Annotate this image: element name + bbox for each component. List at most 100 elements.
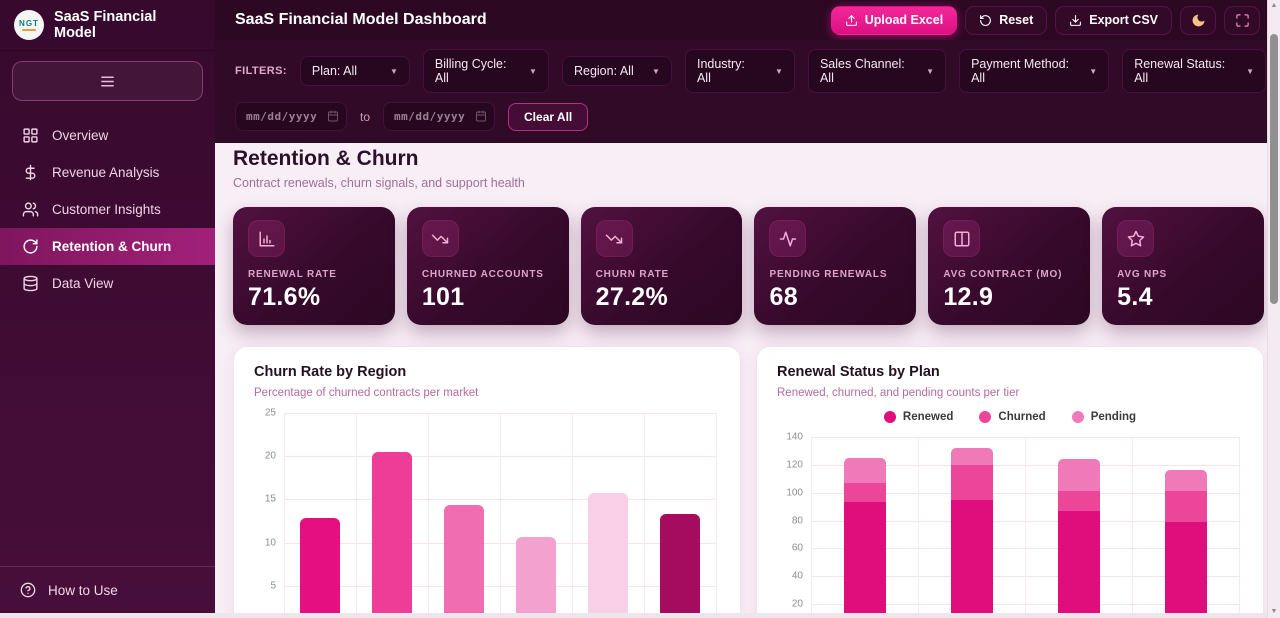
legend-item-renewed: Renewed <box>883 410 954 423</box>
export-csv-button[interactable]: Export CSV <box>1055 5 1172 35</box>
legend-dot <box>1071 410 1084 423</box>
theme-toggle-button[interactable] <box>1180 5 1216 35</box>
content: Retention & Churn Contract renewals, chu… <box>215 143 1280 618</box>
download-icon <box>1069 14 1082 27</box>
filter-renewal-status-dropdown[interactable]: Renewal Status: All ▼ <box>1122 49 1266 93</box>
bar-segment-renewed <box>843 502 886 618</box>
kpi-card-churned-accounts: CHURNED ACCOUNTS 101 <box>406 207 569 325</box>
filter-payment-method-dropdown[interactable]: Payment Method: All ▼ <box>959 49 1110 93</box>
dollar-icon <box>22 164 39 181</box>
fullscreen-icon <box>1235 13 1250 28</box>
dropdown-value: Sales Channel: All <box>819 57 905 85</box>
filter-row-dropdowns: FILTERS: Plan: All ▼ Billing Cycle: All ▼ Re… <box>235 49 1266 93</box>
clear-all-button[interactable]: Clear All <box>508 102 589 131</box>
gridline <box>644 413 645 618</box>
vertical-scrollbar[interactable]: ▲ ▼ <box>1267 0 1280 618</box>
gridline <box>918 437 919 618</box>
kpi-icon-tile <box>943 220 981 257</box>
topbar-actions: Upload Excel Reset Export CSV <box>830 5 1260 35</box>
topbar: SaaS Financial Model Dashboard Upload Ex… <box>215 0 1280 40</box>
chart-plot: 20 40 60 80 100 120 140 <box>786 432 1240 618</box>
kpi-label: PENDING RENEWALS <box>769 269 888 280</box>
legend-item-churned: Churned <box>979 410 1046 423</box>
sidebar-toggle-button[interactable] <box>12 61 203 101</box>
chevron-down-icon: ▼ <box>652 66 660 76</box>
bar <box>299 518 340 618</box>
y-axis-tick-label: 80 <box>791 515 803 527</box>
filters-label: FILTERS: <box>235 65 287 77</box>
legend-dot <box>883 410 896 423</box>
bar-chart-icon <box>258 230 276 248</box>
kpi-label: RENEWAL RATE <box>248 269 337 280</box>
chart-title: Churn Rate by Region <box>254 364 407 380</box>
reset-icon <box>979 14 992 27</box>
filter-region-dropdown[interactable]: Region: All ▼ <box>561 56 672 86</box>
chart-plot: 5 10 15 20 25 <box>265 408 717 618</box>
kpi-card-renewal-rate: RENEWAL RATE 71.6% <box>233 207 395 325</box>
reset-button[interactable]: Reset <box>965 5 1048 35</box>
upload-excel-button[interactable]: Upload Excel <box>830 5 958 35</box>
bar-segment-renewed <box>1057 510 1100 618</box>
legend-label: Pending <box>1090 410 1137 423</box>
help-icon <box>20 582 36 598</box>
legend-label: Churned <box>998 410 1046 423</box>
date-range-to-label: to <box>360 109 371 124</box>
y-axis-tick-label: 25 <box>264 407 276 419</box>
chevron-down-icon: ▼ <box>926 66 935 76</box>
sidebar-item-retention-churn[interactable]: Retention & Churn <box>0 228 215 265</box>
kpi-icon-tile <box>1117 220 1155 257</box>
kpi-icon-tile <box>769 220 807 257</box>
page-subtitle: Contract renewals, churn signals, and su… <box>233 176 525 190</box>
gridline <box>284 413 285 618</box>
y-axis-tick-label: 5 <box>270 580 276 592</box>
sidebar-item-customer-insights[interactable]: Customer Insights <box>0 191 215 228</box>
scrollbar-thumb[interactable] <box>1270 34 1278 304</box>
y-axis-tick-label: 20 <box>264 450 276 462</box>
kpi-label: AVG NPS <box>1117 269 1168 280</box>
calendar-icon <box>327 110 339 122</box>
gridline <box>500 413 501 618</box>
gridline <box>1132 437 1133 618</box>
sidebar-item-how-to-use[interactable]: How to Use <box>0 566 215 618</box>
horizontal-scrollbar[interactable] <box>0 613 1267 618</box>
sidebar-item-label: Overview <box>52 128 109 143</box>
filter-industry-dropdown[interactable]: Industry: All ▼ <box>684 49 795 93</box>
sidebar-item-revenue-analysis[interactable]: Revenue Analysis <box>0 154 215 191</box>
fullscreen-button[interactable] <box>1224 5 1260 35</box>
chart-title: Renewal Status by Plan <box>777 364 940 380</box>
sidebar-item-label: Retention & Churn <box>52 239 172 254</box>
legend-dot <box>979 410 992 423</box>
sidebar-item-overview[interactable]: Overview <box>0 117 215 154</box>
gridline <box>811 437 812 618</box>
kpi-icon-tile <box>248 220 285 257</box>
filter-plan-dropdown[interactable]: Plan: All ▼ <box>299 56 410 86</box>
sidebar-item-data-view[interactable]: Data View <box>0 265 215 302</box>
bar-segment-pending <box>950 448 993 465</box>
bar <box>659 514 700 618</box>
scrollbar-down-arrow[interactable]: ▼ <box>1270 608 1278 615</box>
y-axis-tick-label: 100 <box>786 487 803 499</box>
dropdown-value: Renewal Status: All <box>1134 57 1226 85</box>
bar-segment-pending <box>843 457 886 483</box>
page-header-title: SaaS Financial Model Dashboard <box>235 11 487 28</box>
bar-segment-renewed <box>950 499 993 618</box>
star-icon <box>1127 230 1145 248</box>
y-axis-tick-label: 60 <box>791 542 803 554</box>
refresh-icon <box>22 238 39 255</box>
button-label: Reset <box>999 13 1034 27</box>
y-axis-tick-label: 10 <box>264 537 276 549</box>
dropdown-value: Plan: All <box>311 64 358 78</box>
kpi-card-pending-renewals: PENDING RENEWALS 68 <box>754 207 917 325</box>
kpi-value: 5.4 <box>1117 283 1153 311</box>
kpi-card-avg-contract-mo: AVG CONTRACT (MO) 12.9 <box>928 207 1091 325</box>
y-axis-tick-label: 140 <box>786 431 803 443</box>
charts-row: Churn Rate by Region Percentage of churn… <box>233 346 1264 618</box>
filter-billing-cycle-dropdown[interactable]: Billing Cycle: All ▼ <box>422 49 549 93</box>
sidebar: NGT SaaS Financial Model Overview Revenue… <box>0 0 215 618</box>
scrollbar-up-arrow[interactable]: ▲ <box>1270 2 1278 9</box>
database-icon <box>22 275 39 292</box>
activity-icon <box>779 230 797 248</box>
trending-down-icon <box>431 230 449 248</box>
legend-label: Renewed <box>902 410 954 423</box>
filter-sales-channel-dropdown[interactable]: Sales Channel: All ▼ <box>807 49 947 93</box>
